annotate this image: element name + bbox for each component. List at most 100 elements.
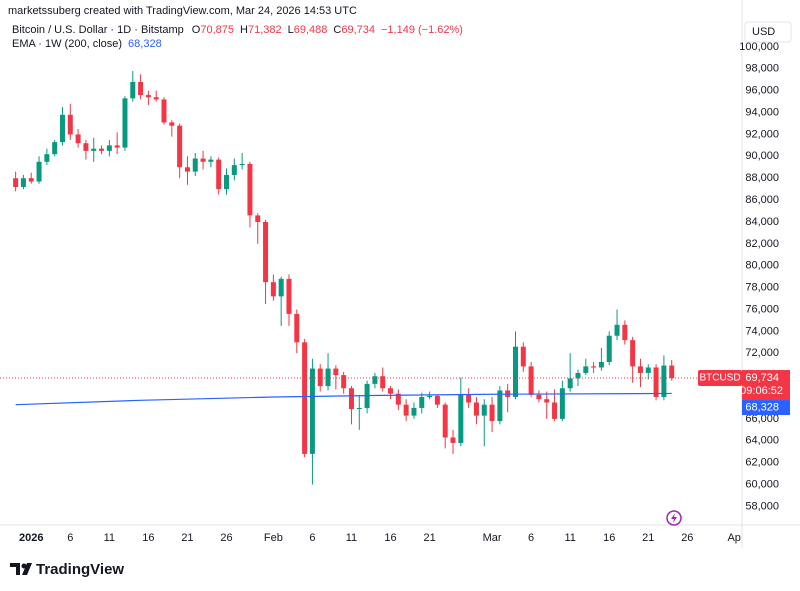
candle-body xyxy=(192,158,198,172)
candle-body xyxy=(224,174,230,190)
candle xyxy=(591,362,597,373)
replay-circle[interactable] xyxy=(666,510,682,526)
candle xyxy=(67,103,73,140)
candle-body xyxy=(13,178,19,187)
y-tick-label: 94,000 xyxy=(745,106,779,118)
y-tick-label: 76,000 xyxy=(745,303,779,315)
candle-body xyxy=(442,404,448,438)
ema-legend: EMA · 1W (200, close) 68,328 xyxy=(12,38,162,50)
y-tick-label: 80,000 xyxy=(745,260,779,272)
replay-bolt[interactable] xyxy=(671,513,677,523)
candle-body xyxy=(356,407,362,410)
candle xyxy=(325,353,331,391)
candle xyxy=(348,386,354,425)
candle xyxy=(192,153,198,177)
candle xyxy=(309,358,315,485)
candle xyxy=(161,97,167,125)
x-tick-label: 16 xyxy=(142,532,154,544)
candle xyxy=(653,364,659,401)
candle xyxy=(44,148,50,166)
candle xyxy=(333,365,339,390)
candle xyxy=(239,153,245,170)
candle-body xyxy=(239,163,245,166)
ema-tag xyxy=(742,400,790,416)
candle-body xyxy=(575,372,581,379)
candle-body xyxy=(67,114,73,135)
candle-body xyxy=(20,178,26,187)
candle xyxy=(75,128,81,148)
candle xyxy=(184,156,190,185)
candle-body xyxy=(536,394,542,400)
candle-body xyxy=(333,368,339,376)
candle xyxy=(52,139,58,157)
candle xyxy=(575,369,581,387)
candle-body xyxy=(138,81,144,96)
x-tick-label: Ap xyxy=(727,532,740,544)
y-tick-label: 74,000 xyxy=(745,325,779,337)
ema-line xyxy=(15,392,672,406)
candle xyxy=(28,172,34,184)
candle-body xyxy=(411,407,417,416)
candle-body xyxy=(216,159,222,190)
candle-body xyxy=(270,282,276,297)
ohlc-key: C xyxy=(333,24,341,36)
candle-body xyxy=(481,404,487,416)
candle-body xyxy=(341,375,347,389)
candle-body xyxy=(380,376,386,389)
ohlc-value: 70,875 xyxy=(200,24,234,36)
candle-body xyxy=(263,221,269,283)
candle-body xyxy=(645,367,651,373)
candle xyxy=(583,358,589,376)
candle-body xyxy=(278,278,284,297)
x-tick-label: 11 xyxy=(346,532,357,544)
candle-body xyxy=(309,368,315,454)
candle-body xyxy=(317,368,323,387)
candle-body xyxy=(466,394,472,403)
candle-body xyxy=(372,376,378,384)
candle-body xyxy=(184,167,190,172)
candle-body xyxy=(434,395,440,405)
candle-body xyxy=(75,134,81,144)
x-tick-label: 21 xyxy=(423,532,435,544)
candle xyxy=(138,74,144,100)
candle xyxy=(83,139,89,160)
replay-icon[interactable] xyxy=(666,510,682,526)
y-tick-label: 60,000 xyxy=(745,478,779,490)
currency[interactable]: USD xyxy=(752,26,775,38)
y-tick-label: 82,000 xyxy=(745,238,779,250)
candle xyxy=(520,342,526,372)
candle xyxy=(622,320,628,345)
y-tick-label: 64,000 xyxy=(745,435,779,447)
ohlc-key: L xyxy=(288,24,294,36)
logo: TradingView xyxy=(10,561,124,578)
candle xyxy=(317,364,323,392)
ohlc-value: 69,734 xyxy=(341,24,375,36)
candle xyxy=(458,377,464,447)
candle xyxy=(200,150,206,170)
y-tick-label: 78,000 xyxy=(745,282,779,294)
candle-body xyxy=(286,278,292,314)
candle xyxy=(177,123,183,179)
candle xyxy=(247,161,253,228)
candle-body xyxy=(622,324,628,341)
ticker-tag xyxy=(698,370,742,387)
currency-box[interactable] xyxy=(744,21,792,43)
candle-body xyxy=(489,404,495,422)
candle-body xyxy=(512,346,518,398)
candle-body xyxy=(520,346,526,367)
candle-body xyxy=(200,158,206,162)
candle-body xyxy=(473,402,479,416)
candle-body xyxy=(559,388,565,419)
ohlc-value: 69,488 xyxy=(294,24,328,36)
candle-body xyxy=(630,340,636,367)
candle xyxy=(372,372,378,389)
candle xyxy=(419,392,425,414)
candle xyxy=(20,174,26,190)
candle-body xyxy=(247,163,253,216)
candle-body xyxy=(388,388,394,394)
candle-body xyxy=(583,366,589,373)
candle xyxy=(294,309,300,354)
candle xyxy=(341,371,347,394)
candle-body xyxy=(169,122,175,126)
